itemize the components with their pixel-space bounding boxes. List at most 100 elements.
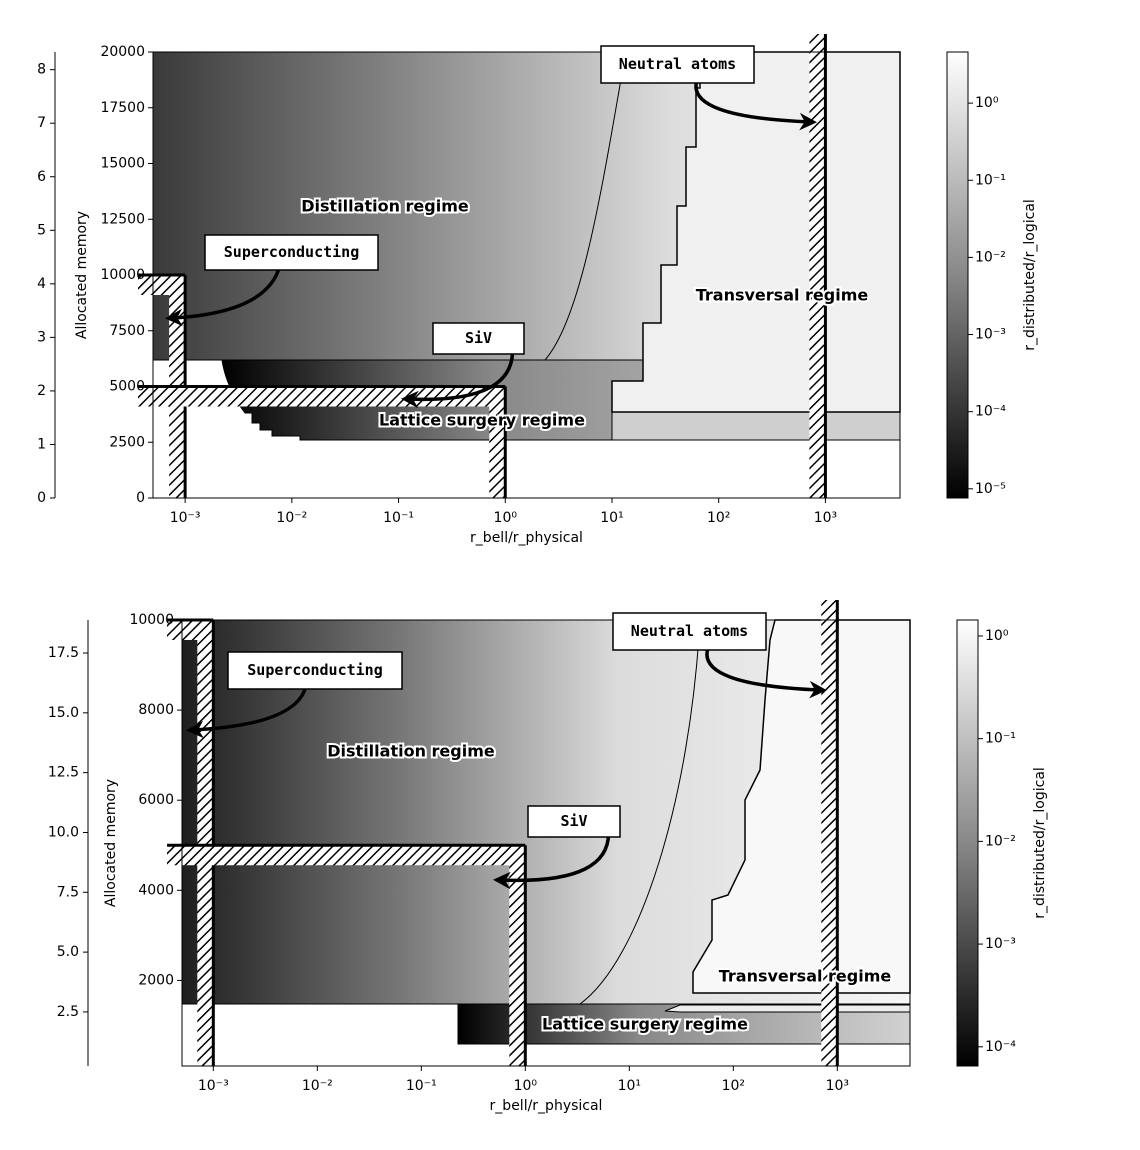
annotation-box [612, 612, 767, 651]
annotation-label: SiV [560, 812, 587, 830]
colorbar-tick-label: 10⁰ [985, 628, 1009, 644]
annotation-arrow [165, 264, 282, 327]
y2-tick-label: 6 [37, 169, 46, 185]
annotation-label: SiV [465, 329, 492, 347]
annotation-arrow [493, 825, 611, 890]
x-tick-label: 10⁻¹ [383, 510, 414, 526]
y2-tick-label: 5 [37, 222, 46, 238]
x-tick-label: 10¹ [618, 1078, 641, 1094]
colorbar-tick-label: 10⁻³ [975, 327, 1006, 343]
y-axis-label: Allocated memory [74, 211, 90, 339]
y2-tick-label: 2.5 [57, 1004, 79, 1020]
colorbar-tick-label: 10⁻² [985, 833, 1016, 849]
y-tick-label: 2000 [138, 972, 174, 988]
hatch-band [509, 845, 526, 1066]
hatch-band [167, 620, 214, 640]
hatch-band [167, 845, 526, 866]
y2-tick-label: 8 [37, 62, 46, 78]
x-tick-label: 10⁻² [276, 510, 307, 526]
region-label: Distillation regime [301, 197, 469, 216]
y2-tick-label: 2 [37, 383, 46, 399]
y2-tick-label: 4 [37, 276, 46, 292]
colorbar [946, 51, 969, 499]
y-tick-label: 5000 [109, 379, 145, 395]
panel: 10⁻³ 10⁻² 10⁻¹ 10⁰ 10¹ 10² 10³ 0 2500 5000 7500 100… [37, 34, 1038, 546]
x-tick-label: 10⁻³ [198, 1078, 229, 1094]
annotation-label: Superconducting [247, 661, 382, 679]
colorbar-tick-label: 10⁻¹ [985, 731, 1016, 747]
y2-tick-label: 12.5 [48, 765, 79, 781]
annotation-arrow [694, 79, 817, 131]
colorbar-label: r_distributed/r_logical [1022, 199, 1038, 351]
colorbar-tick-label: 10⁻⁴ [975, 404, 1006, 420]
colorbar-tick-label: 10⁻³ [985, 936, 1016, 952]
x-tick-label: 10⁰ [514, 1078, 538, 1094]
annotation-box [227, 651, 403, 690]
y-tick-label: 0 [136, 490, 145, 506]
x-tick-label: 10² [707, 510, 730, 526]
y-tick-label: 17500 [100, 100, 145, 116]
y2-tick-label: 5.0 [57, 944, 79, 960]
region-label: Lattice surgery regime [379, 411, 585, 430]
colorbar-tick-label: 10⁻⁵ [975, 481, 1006, 497]
y2-tick-label: 7.5 [57, 884, 79, 900]
x-tick-label: 10⁻³ [170, 510, 201, 526]
colorbar-tick-label: 10⁻¹ [975, 172, 1006, 188]
y-axis-label: Allocated memory [103, 779, 119, 907]
annotation-box [527, 805, 621, 838]
region-label: Lattice surgery regime [542, 1015, 748, 1034]
y-tick-label: 4000 [138, 882, 174, 898]
colorbar-tick-label: 10⁻⁴ [985, 1039, 1016, 1055]
y2-tick-label: 0 [37, 490, 46, 506]
region-label: Transversal regime [719, 967, 892, 986]
annotation-box [432, 322, 525, 355]
hatch-band [197, 620, 214, 1066]
heatmap-region [153, 51, 623, 361]
annotation-box [204, 234, 379, 271]
annotation-arrow [186, 688, 307, 739]
y-tick-label: 2500 [109, 434, 145, 450]
y2-tick-label: 10.0 [48, 824, 79, 840]
hatch-band [138, 275, 186, 295]
y2-tick-label: 3 [37, 329, 46, 345]
x-tick-label: 10¹ [600, 510, 623, 526]
x-tick-label: 10³ [814, 510, 837, 526]
y-tick-label: 10000 [100, 267, 145, 283]
y-tick-label: 15000 [100, 156, 145, 172]
hatch-band [489, 386, 506, 498]
y-tick-label: 12500 [100, 211, 145, 227]
y-tick-label: 20000 [100, 44, 145, 60]
region-label: Distillation regime [327, 742, 495, 761]
heatmap-region [182, 619, 701, 1005]
x-axis-label: r_bell/r_physical [490, 1098, 603, 1114]
annotation-label: Neutral atoms [619, 55, 736, 73]
heatmap-region [611, 411, 901, 441]
panel: 10⁻³ 10⁻² 10⁻¹ 10⁰ 10¹ 10² 10³ 2000 4000 6000 8000… [48, 600, 1048, 1114]
y-tick-label: 10000 [129, 612, 174, 628]
annotation-arrow [401, 342, 515, 409]
axes-frame [181, 619, 911, 1067]
x-tick-label: 10⁻² [302, 1078, 333, 1094]
y-tick-label: 8000 [138, 702, 174, 718]
x-axis-label: r_bell/r_physical [470, 530, 583, 546]
annotation-arrow [705, 647, 827, 699]
colorbar-tick-label: 10⁻² [975, 249, 1006, 265]
y-tick-label: 6000 [138, 792, 174, 808]
annotation-box [600, 45, 755, 84]
y2-tick-label: 17.5 [48, 645, 79, 661]
colorbar [956, 619, 979, 1067]
y-tick-label: 7500 [109, 323, 145, 339]
region-label: Transversal regime [696, 286, 869, 305]
x-tick-label: 10⁰ [494, 510, 518, 526]
y2-tick-label: 1 [37, 436, 46, 452]
x-tick-label: 10² [722, 1078, 745, 1094]
hatch-band [809, 34, 826, 498]
annotation-label: Neutral atoms [631, 622, 748, 640]
y2-tick-label: 15.0 [48, 705, 79, 721]
annotation-label: Superconducting [224, 243, 359, 261]
y2-tick-label: 7 [37, 115, 46, 131]
heatmap-region [664, 1004, 911, 1013]
x-tick-label: 10⁻¹ [406, 1078, 437, 1094]
x-tick-label: 10³ [826, 1078, 849, 1094]
